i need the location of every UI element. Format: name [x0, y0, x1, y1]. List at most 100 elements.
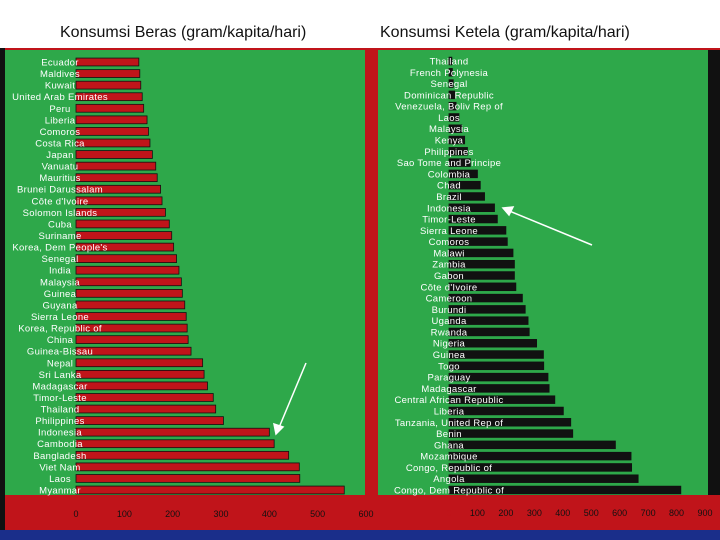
ketela-category-label-35: Mozambique [420, 452, 477, 463]
beras-bar-18 [75, 265, 180, 275]
chart-title-beras: Konsumsi Beras (gram/kapita/hari) [60, 24, 307, 41]
beras-x-tick-3: 300 [213, 509, 228, 519]
beras-bar-34 [75, 450, 290, 460]
ketela-bar-9 [448, 158, 471, 167]
beras-bar-6 [75, 127, 149, 136]
beras-bar-12 [75, 196, 163, 206]
beras-bar-14 [75, 219, 170, 229]
beras-category-label-6: Comoros [40, 127, 81, 138]
ketela-x-tick-7: 700 [641, 508, 656, 518]
ketela-x-tick-1: 100 [470, 508, 485, 518]
beras-category-label-8: Japan [46, 150, 73, 161]
ketela-category-label-25: Nigeria [433, 339, 466, 350]
beras-category-label-4: Peru [49, 104, 70, 115]
beras-category-label-32: Indonesia [38, 428, 82, 439]
ketela-bar-17 [448, 248, 514, 258]
beras-bar-37 [75, 485, 345, 495]
beras-category-label-22: Sierra Leone [31, 312, 89, 323]
beras-bar-21 [75, 300, 186, 310]
beras-bar-33 [75, 439, 275, 449]
ketela-category-label-14: Timor-Leste [422, 215, 476, 226]
beras-category-label-29: Timor-Leste [33, 393, 87, 404]
beras-category-label-25: Guinea-Bissau [27, 347, 93, 358]
beras-category-label-31: Philippines [35, 416, 84, 427]
ketela-bar-8 [448, 147, 468, 156]
ketela-category-label-21: Cameroon [426, 294, 473, 305]
ketela-category-label-7: Kenya [435, 136, 464, 147]
ketela-bar-26 [448, 350, 544, 359]
ketela-category-label-32: Tanzania, United Rep of [395, 418, 503, 429]
ketela-bar-11 [448, 180, 481, 190]
ketela-bar-0 [448, 56, 453, 66]
ketela-bar-14 [448, 214, 498, 224]
beras-category-label-36: Laos [49, 474, 71, 485]
beras-category-label-3: United Arab Emirates [12, 92, 108, 103]
ketela-bar-20 [448, 282, 517, 292]
beras-bar-9 [75, 161, 157, 171]
beras-category-label-19: Malaysia [40, 277, 80, 288]
ketela-category-label-17: Malawi [433, 248, 464, 259]
beras-category-label-24: China [47, 335, 74, 346]
ketela-bar-7 [448, 135, 466, 145]
ketela-bar-1 [448, 68, 453, 77]
beras-bar-10 [75, 173, 158, 183]
beras-bar-11 [75, 184, 161, 194]
ketela-category-label-29: Madagascar [421, 384, 476, 395]
beras-category-label-9: Vanuatu [42, 162, 79, 173]
ketela-x-tick-2: 200 [498, 508, 513, 518]
ketela-category-label-19: Gabon [434, 271, 464, 282]
ketela-category-label-4: Venezuela, Boliv Rep of [395, 102, 503, 113]
ketela-bar-21 [448, 293, 523, 303]
beras-category-label-21: Guyana [42, 300, 77, 311]
ketela-category-label-36: Congo, Republic of [406, 463, 492, 474]
beras-category-label-2: Kuwait [45, 81, 75, 92]
ketela-category-label-2: Senegal [431, 79, 468, 90]
ketela-bar-19 [448, 271, 515, 280]
ketela-bar-23 [448, 316, 529, 325]
beras-bar-3 [75, 92, 143, 102]
beras-bar-13 [75, 208, 166, 217]
beras-category-label-27: Sri Lanka [39, 370, 82, 381]
beras-category-label-0: Ecuador [41, 58, 78, 69]
ketela-category-label-3: Dominican Republic [404, 90, 494, 101]
beras-category-label-37: Myanmar [39, 486, 81, 497]
beras-bar-5 [75, 115, 148, 125]
beras-x-tick-1: 100 [117, 509, 132, 519]
ketela-category-label-5: Laos [438, 113, 460, 124]
ketela-bar-10 [448, 169, 478, 179]
beras-category-label-14: Cuba [48, 219, 72, 230]
beras-bar-16 [75, 242, 175, 252]
ketela-category-label-23: Uganda [431, 316, 466, 327]
beras-category-label-7: Costa Rica [35, 138, 85, 149]
beras-bar-24 [75, 335, 189, 344]
beras-bar-25 [75, 346, 192, 356]
right-edge-strip [708, 50, 720, 495]
ketela-category-label-9: Sao Tome and Principe [397, 158, 501, 169]
beras-bar-20 [75, 289, 183, 298]
ketela-bar-5 [448, 113, 460, 122]
annotation-arrowhead-ketela [501, 206, 515, 217]
ketela-x-tick-8: 800 [669, 508, 684, 518]
ketela-bar-25 [448, 338, 538, 348]
ketela-bar-24 [448, 327, 530, 337]
beras-bar-32 [75, 427, 270, 437]
beras-bar-8 [75, 150, 153, 159]
beras-category-label-17: Senegal [42, 254, 79, 265]
ketela-category-label-37: Angola [433, 474, 465, 485]
beras-x-tick-2: 200 [165, 509, 180, 519]
ketela-category-label-33: Benin [436, 429, 462, 440]
ketela-bar-12 [448, 192, 485, 201]
ketela-category-label-27: Togo [438, 361, 460, 372]
beras-bar-17 [75, 254, 177, 263]
ketela-bar-18 [448, 259, 515, 269]
beras-bar-27 [75, 369, 205, 379]
ketela-x-tick-9: 900 [697, 508, 712, 518]
beras-bar-36 [75, 474, 301, 483]
beras-bar-23 [75, 323, 188, 333]
beras-category-label-20: Guinea [44, 289, 77, 300]
beras-bar-35 [75, 462, 300, 472]
ketela-bar-2 [448, 79, 454, 88]
chart-title-ketela: Konsumsi Ketela (gram/kapita/hari) [380, 24, 630, 41]
beras-category-label-5: Liberia [45, 115, 76, 126]
